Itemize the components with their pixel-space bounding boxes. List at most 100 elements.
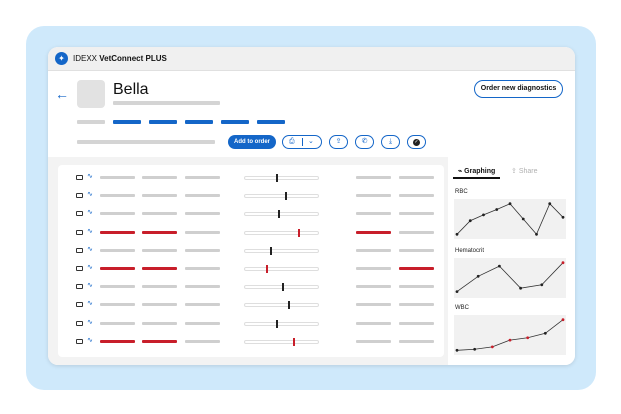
table-row[interactable]: ∿ [58,242,444,260]
unit-cell [185,303,220,307]
graph-label-rbc: RBC [455,189,468,195]
chevron-down-icon[interactable]: ⌄ [308,138,314,145]
trend-icon[interactable]: ∿ [87,191,93,199]
table-row[interactable]: ∿ [58,169,444,187]
print-split-button[interactable]: ⎙ ⌄ [282,135,322,149]
range-marker [284,192,287,201]
call-button[interactable]: ✆ [355,135,374,149]
patient-name: Bella [113,81,149,98]
info-link[interactable] [257,120,285,124]
info-link[interactable] [185,120,213,124]
results-table: ∿ ∿ ∿ ∿ ∿ ∿ ∿ ∿ ∿ ∿ [58,165,444,357]
data-point[interactable] [490,345,494,349]
document-icon[interactable] [76,284,83,290]
download-button[interactable]: ⤓ [381,135,400,149]
document-icon[interactable] [76,229,83,235]
data-point[interactable] [482,213,485,217]
result-value-cell [142,267,177,270]
data-point[interactable] [455,348,459,352]
data-point[interactable] [561,261,565,265]
side-panel: ⌁ Graphing ⇪ Share RBC Hematocrit WBC [448,157,575,365]
document-icon[interactable] [76,211,83,217]
range-marker [297,228,300,237]
range-marker [269,246,272,255]
table-row[interactable]: ∿ [58,260,444,278]
document-icon[interactable] [76,175,83,180]
table-row[interactable]: ∿ [58,278,444,296]
approve-button[interactable]: ✓ [407,135,426,149]
data-point[interactable] [468,219,472,223]
result-value-cell [142,248,177,252]
trend-icon[interactable]: ∿ [87,282,93,290]
data-point[interactable] [455,290,459,293]
data-point[interactable] [498,264,501,268]
trend-icon[interactable]: ∿ [87,264,93,271]
trend-line [456,319,564,351]
graph-hematocrit[interactable] [454,258,566,298]
data-point[interactable] [535,232,538,236]
document-icon[interactable] [76,302,83,308]
test-name-cell [100,212,135,216]
trend-icon[interactable]: ∿ [87,209,93,217]
data-point[interactable] [495,208,499,211]
previous-value-cell [356,230,391,234]
unit-cell [185,285,220,289]
share-button[interactable]: ⇪ [329,135,348,149]
table-row[interactable]: ∿ [58,296,444,314]
trend-icon[interactable]: ∿ [87,318,93,326]
trend-icon[interactable]: ∿ [87,300,93,308]
info-link[interactable] [221,120,249,124]
document-icon[interactable] [76,247,83,253]
unit-cell [185,267,220,270]
test-name-cell [100,248,135,252]
patient-avatar [77,80,105,108]
document-icon[interactable] [76,320,83,326]
print-icon[interactable]: ⎙ [289,138,295,145]
table-row[interactable]: ∿ [58,205,444,223]
tab-share[interactable]: ⇪ Share [511,167,538,175]
patient-details-placeholder [113,101,220,105]
table-row[interactable]: ∿ [58,224,444,242]
info-link[interactable] [149,120,177,124]
reference-range-bar [244,246,319,255]
document-icon[interactable] [76,193,83,199]
data-point[interactable] [508,202,512,206]
data-point[interactable] [455,232,459,236]
data-point[interactable] [473,347,477,351]
reference-range-bar [244,228,319,237]
data-point[interactable] [508,338,512,342]
test-name-cell [100,285,135,289]
graph-rbc[interactable] [454,199,566,239]
data-point[interactable] [561,318,565,322]
trend-icon[interactable]: ∿ [87,336,93,344]
data-point[interactable] [519,286,522,290]
unit-cell [185,176,220,179]
add-to-order-button[interactable]: Add to order [228,135,276,149]
unit-cell [185,321,220,325]
graph-label-wbc: WBC [455,305,469,311]
test-name-cell [100,176,135,179]
order-new-diagnostics-button[interactable]: Order new diagnostics [474,80,563,98]
back-arrow-icon[interactable]: ← [55,86,69,102]
graph-wbc[interactable] [454,315,566,355]
split-divider [302,138,303,146]
data-point[interactable] [561,215,565,219]
table-row[interactable]: ∿ [58,187,444,205]
content-area: ∿ ∿ ∿ ∿ ∿ ∿ ∿ ∿ ∿ ∿ ⌁ Graphing ⇪ Share RBC Hemato… [48,157,575,365]
range-marker [293,337,296,346]
document-icon[interactable] [76,338,83,344]
table-row[interactable]: ∿ [58,333,444,351]
info-link[interactable] [113,120,141,124]
document-icon[interactable] [76,266,83,271]
tab-graphing[interactable]: ⌁ Graphing [458,167,495,175]
table-row[interactable]: ∿ [58,315,444,333]
data-point[interactable] [476,274,480,278]
data-point[interactable] [521,217,525,221]
trend-icon[interactable]: ∿ [87,245,93,253]
trend-icon[interactable]: ∿ [87,173,93,180]
data-point[interactable] [526,336,530,340]
data-point[interactable] [543,331,547,335]
data-point[interactable] [548,202,552,206]
data-point[interactable] [540,283,544,287]
trend-icon[interactable]: ∿ [87,227,93,235]
